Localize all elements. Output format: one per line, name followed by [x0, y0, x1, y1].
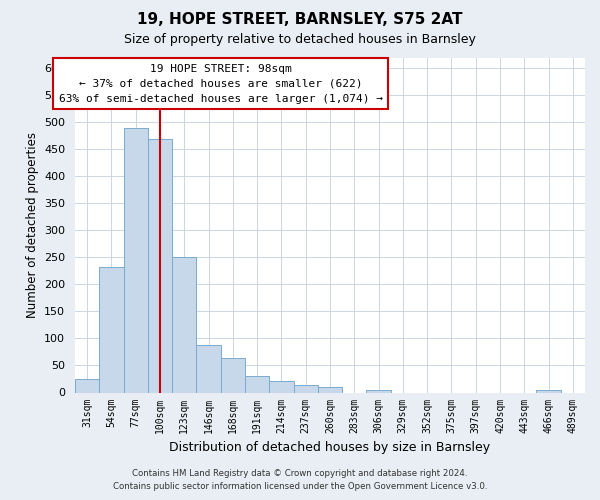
Text: 19 HOPE STREET: 98sqm
← 37% of detached houses are smaller (622)
63% of semi-det: 19 HOPE STREET: 98sqm ← 37% of detached …: [59, 64, 383, 104]
Bar: [196, 345, 221, 393]
Text: Contains HM Land Registry data © Crown copyright and database right 2024.
Contai: Contains HM Land Registry data © Crown c…: [113, 469, 487, 491]
Bar: [221, 358, 245, 392]
Text: 19, HOPE STREET, BARNSLEY, S75 2AT: 19, HOPE STREET, BARNSLEY, S75 2AT: [137, 12, 463, 28]
Text: Size of property relative to detached houses in Barnsley: Size of property relative to detached ho…: [124, 32, 476, 46]
Bar: [172, 258, 196, 392]
Bar: [536, 390, 561, 392]
Bar: [318, 387, 342, 392]
Bar: [75, 379, 99, 392]
Bar: [269, 380, 293, 392]
X-axis label: Distribution of detached houses by size in Barnsley: Distribution of detached houses by size …: [169, 441, 491, 454]
Bar: [99, 266, 124, 392]
Bar: [124, 128, 148, 392]
Bar: [367, 390, 391, 392]
Bar: [293, 386, 318, 392]
Bar: [245, 376, 269, 392]
Bar: [148, 138, 172, 392]
Y-axis label: Number of detached properties: Number of detached properties: [26, 132, 38, 318]
